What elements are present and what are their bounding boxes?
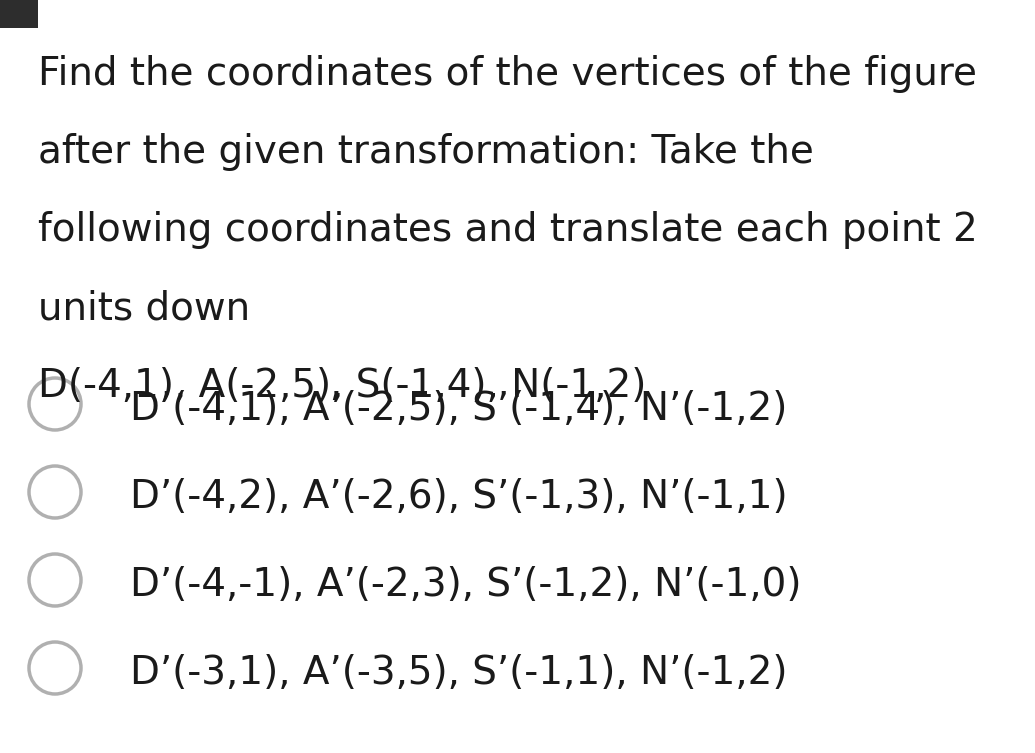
Text: D’(-4,2), A’(-2,6), S’(-1,3), N’(-1,1): D’(-4,2), A’(-2,6), S’(-1,3), N’(-1,1): [130, 478, 788, 516]
Text: D’(-3,1), A’(-3,5), S’(-1,1), N’(-1,2): D’(-3,1), A’(-3,5), S’(-1,1), N’(-1,2): [130, 654, 788, 692]
Text: D’(-4,-1), A’(-2,3), S’(-1,2), N’(-1,0): D’(-4,-1), A’(-2,3), S’(-1,2), N’(-1,0): [130, 566, 801, 604]
Text: after the given transformation: Take the: after the given transformation: Take the: [38, 133, 814, 171]
Text: Find the coordinates of the vertices of the figure: Find the coordinates of the vertices of …: [38, 55, 977, 93]
Bar: [0, 0, 38, 28]
Text: D(-4,1), A(-2,5), S(-1,4), N(-1,2): D(-4,1), A(-2,5), S(-1,4), N(-1,2): [38, 367, 647, 405]
Text: following coordinates and translate each point 2: following coordinates and translate each…: [38, 211, 978, 249]
Text: units down: units down: [38, 289, 250, 327]
Text: D’(-4,1), A’(-2,5), S’(-1,4), N’(-1,2): D’(-4,1), A’(-2,5), S’(-1,4), N’(-1,2): [130, 390, 788, 428]
